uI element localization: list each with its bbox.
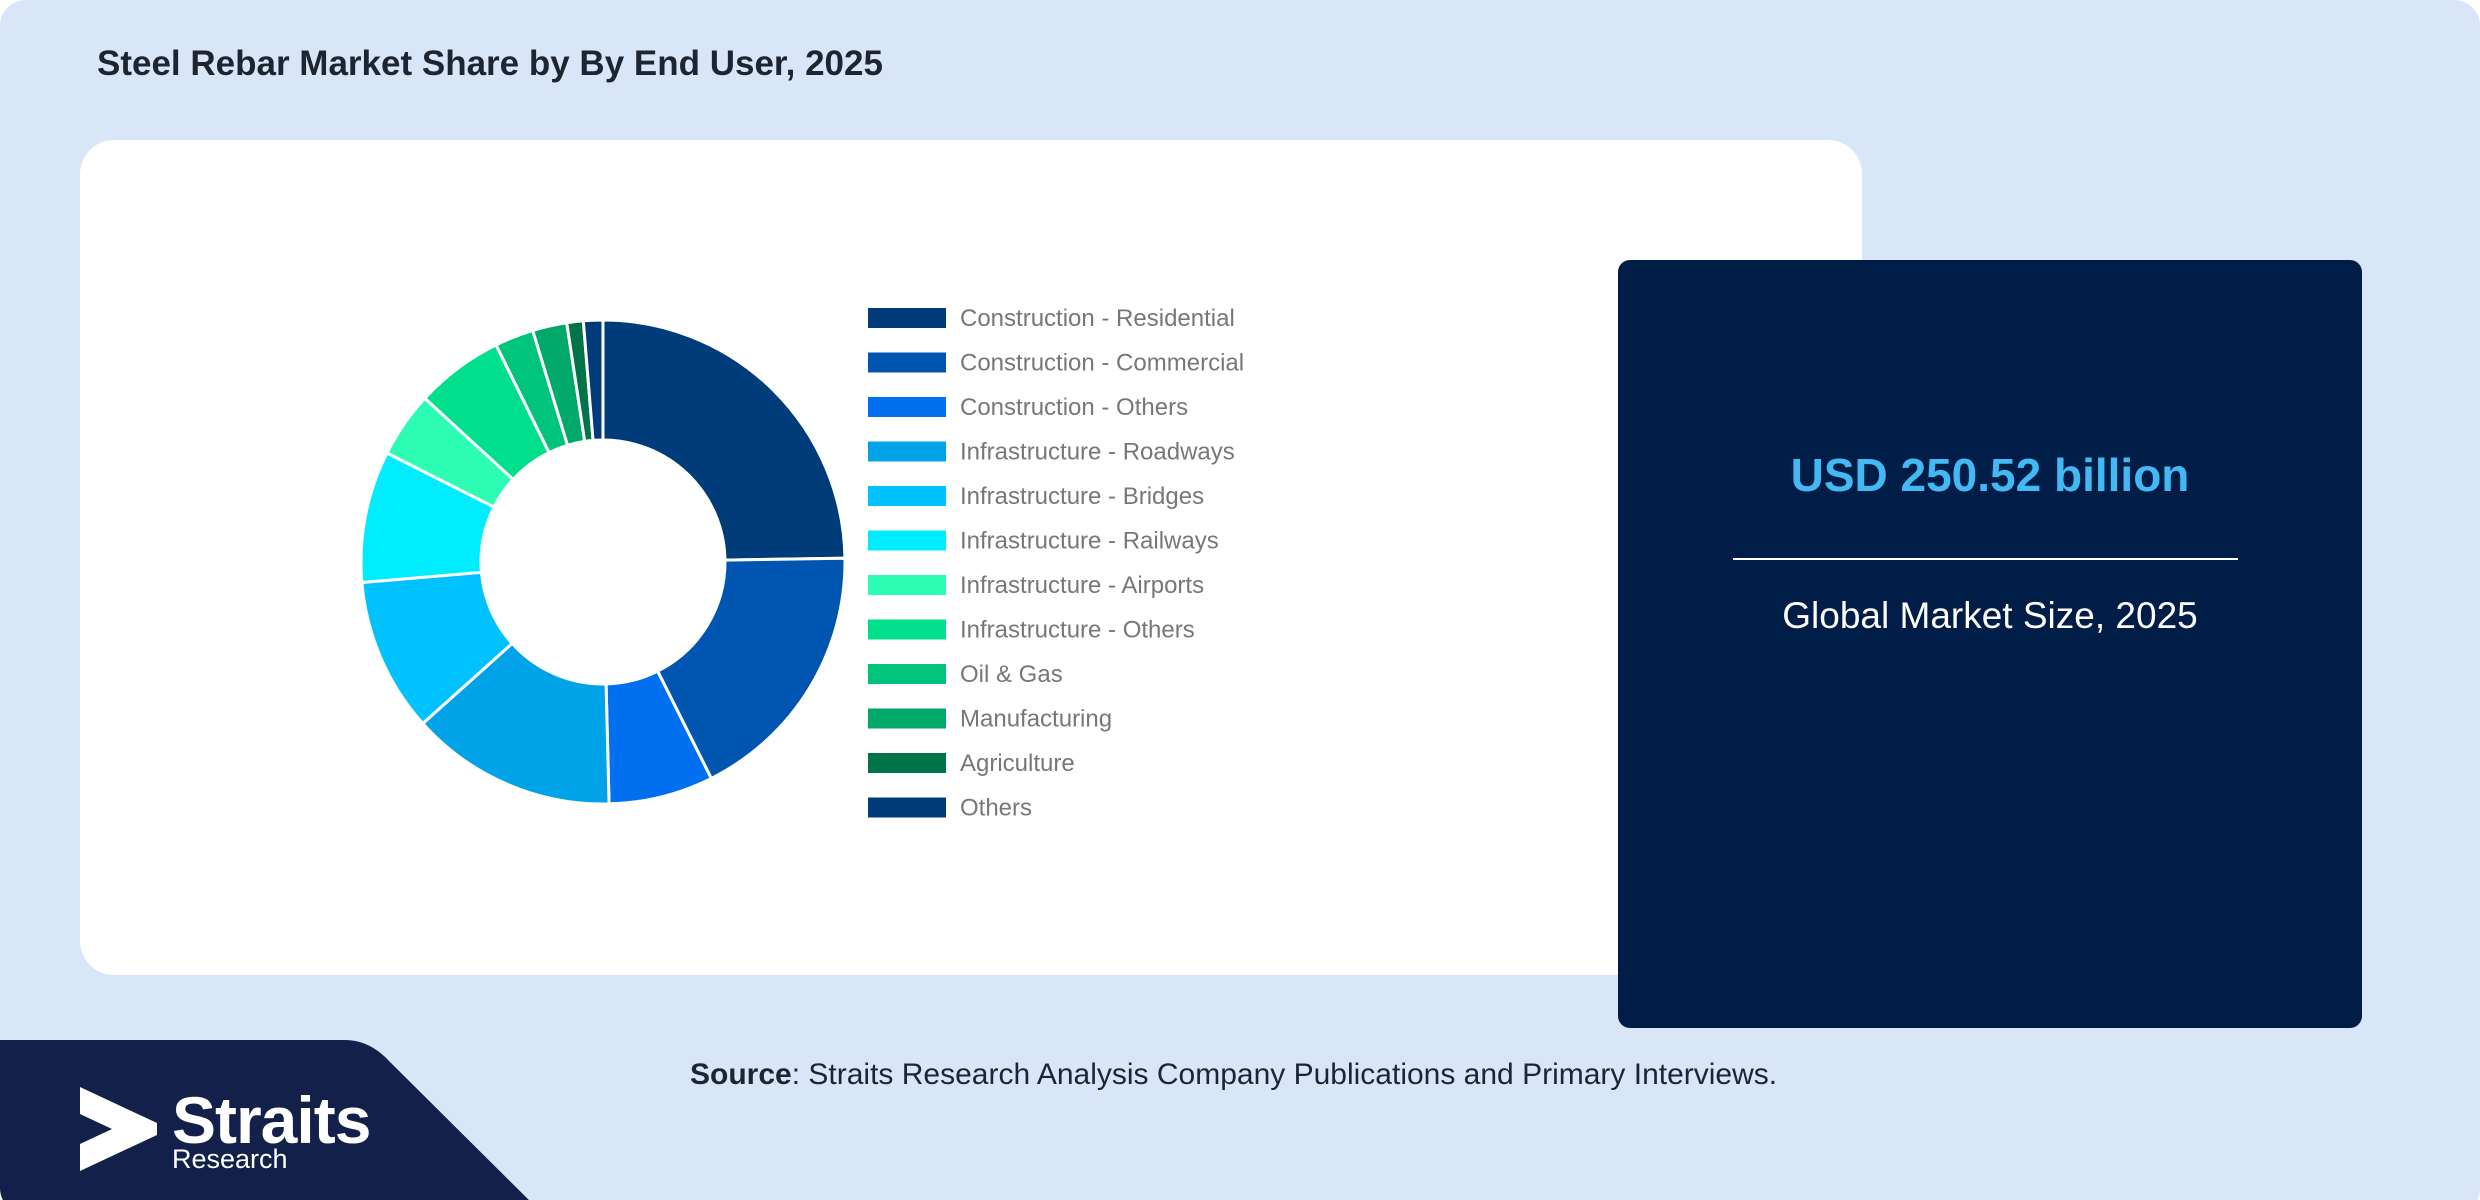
- legend-label: Construction - Residential: [960, 305, 1235, 332]
- legend-label: Construction - Commercial: [960, 350, 1244, 377]
- straits-logo-icon: [80, 1087, 157, 1171]
- legend-label: Infrastructure - Bridges: [960, 483, 1204, 510]
- legend-swatch: [868, 753, 946, 773]
- legend-swatches: [868, 308, 946, 818]
- legend-swatch: [868, 575, 946, 595]
- legend-swatch: [868, 619, 946, 640]
- legend-swatch: [868, 397, 946, 417]
- slice-construction-commercial: [655, 556, 847, 781]
- slice-construction-residential: [601, 318, 847, 562]
- legend-label: Infrastructure - Railways: [960, 528, 1219, 555]
- source-note: Source: Straits Research Analysis Compan…: [690, 1058, 1777, 1092]
- legend-swatch: [868, 797, 946, 818]
- legend-label: Infrastructure - Airports: [960, 572, 1204, 599]
- market-size-value: USD 250.52 billion: [1790, 449, 2190, 501]
- legend-swatch: [868, 352, 946, 373]
- legend-swatch: [868, 530, 946, 551]
- legend-label: Infrastructure - Roadways: [960, 439, 1235, 466]
- legend-swatch: [868, 486, 946, 506]
- legend: Construction - Residential Construction -…: [960, 305, 1244, 822]
- legend-label: Construction - Others: [960, 394, 1188, 421]
- market-size-label: Global Market Size, 2025: [1782, 595, 2198, 636]
- slice-others: [581, 318, 605, 443]
- legend-label: Agriculture: [960, 750, 1075, 777]
- legend-label: Others: [960, 795, 1032, 822]
- source-text: : Straits Research Analysis Company Publ…: [791, 1058, 1778, 1091]
- legend-swatch: [868, 441, 946, 462]
- legend-label: Oil & Gas: [960, 661, 1063, 688]
- logo-band: [0, 1040, 529, 1200]
- legend-swatch: [868, 308, 946, 328]
- legend-swatch: [868, 708, 946, 729]
- source-label: Source: [690, 1058, 792, 1091]
- logo-subtitle: Research: [172, 1144, 288, 1174]
- legend-label: Infrastructure - Others: [960, 617, 1195, 644]
- market-size-panel: USD 250.52 billion Global Market Size, 2…: [1618, 260, 2362, 1028]
- page-title: Steel Rebar Market Share by By End User,…: [97, 44, 883, 83]
- divider: [1733, 558, 2238, 560]
- legend-swatch: [868, 664, 946, 684]
- donut-slices: [359, 318, 847, 806]
- logo-wordmark: Straits: [172, 1083, 371, 1157]
- legend-label: Manufacturing: [960, 706, 1112, 733]
